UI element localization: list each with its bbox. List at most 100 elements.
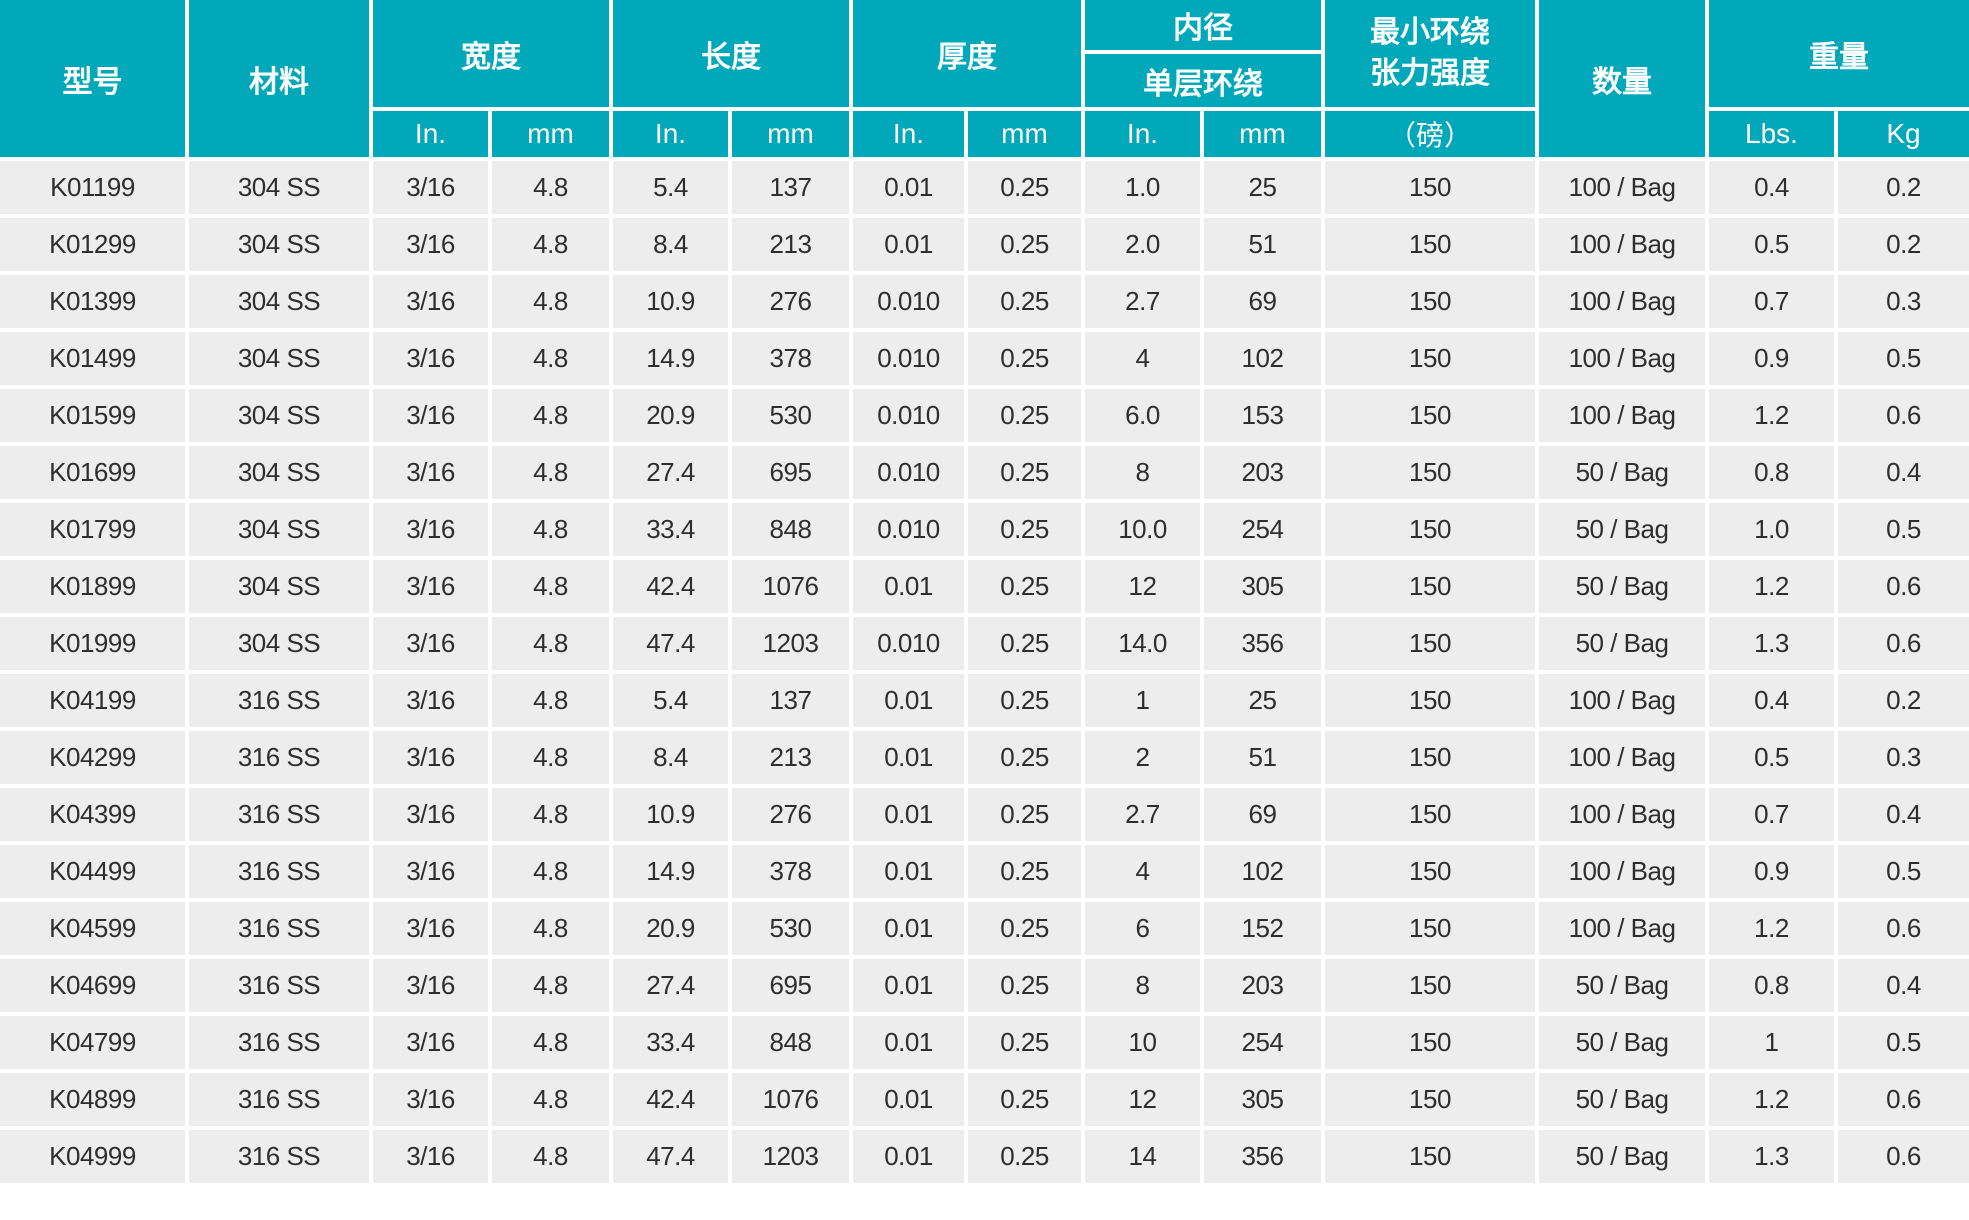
cell-model: K04199 (0, 674, 185, 727)
cell-material: 316 SS (189, 845, 369, 898)
cell-length-in: 14.9 (613, 845, 728, 898)
cell-width-in: 3/16 (373, 389, 488, 442)
cell-thickness-mm: 0.25 (968, 503, 1081, 556)
col-header-model: 型号 (0, 0, 185, 157)
cell-thickness-in: 0.01 (853, 788, 964, 841)
cell-length-in: 27.4 (613, 959, 728, 1012)
cell-model: K04999 (0, 1130, 185, 1183)
cell-weight-kg: 0.2 (1838, 218, 1969, 271)
cell-inner-diameter-mm: 305 (1204, 560, 1321, 613)
cell-inner-diameter-mm: 152 (1204, 902, 1321, 955)
cell-model: K04299 (0, 731, 185, 784)
cell-length-in: 14.9 (613, 332, 728, 385)
cell-thickness-mm: 0.25 (968, 560, 1081, 613)
cell-width-mm: 4.8 (492, 218, 609, 271)
cell-weight-kg: 0.4 (1838, 788, 1969, 841)
cell-length-in: 33.4 (613, 1016, 728, 1069)
cell-inner-diameter-in: 6.0 (1085, 389, 1200, 442)
cell-weight-kg: 0.6 (1838, 1130, 1969, 1183)
cell-length-mm: 378 (732, 845, 849, 898)
col-header-single-layer-wrap: 单层环绕 (1085, 54, 1321, 107)
cell-material: 316 SS (189, 731, 369, 784)
cell-min-tensile: 150 (1325, 788, 1535, 841)
cell-length-in: 8.4 (613, 218, 728, 271)
cell-quantity: 50 / Bag (1539, 617, 1705, 670)
cell-width-mm: 4.8 (492, 845, 609, 898)
cell-material: 316 SS (189, 1130, 369, 1183)
col-header-quantity: 数量 (1539, 0, 1705, 157)
cell-weight-lbs: 1.2 (1709, 902, 1834, 955)
cell-inner-diameter-in: 14.0 (1085, 617, 1200, 670)
cell-width-mm: 4.8 (492, 503, 609, 556)
cell-thickness-in: 0.01 (853, 161, 964, 214)
cell-inner-diameter-mm: 356 (1204, 1130, 1321, 1183)
cell-length-mm: 848 (732, 1016, 849, 1069)
cell-inner-diameter-in: 6 (1085, 902, 1200, 955)
cell-min-tensile: 150 (1325, 1130, 1535, 1183)
cell-length-mm: 530 (732, 902, 849, 955)
cell-width-in: 3/16 (373, 959, 488, 1012)
cell-quantity: 100 / Bag (1539, 161, 1705, 214)
cell-length-in: 33.4 (613, 503, 728, 556)
cell-width-in: 3/16 (373, 503, 488, 556)
cell-inner-diameter-mm: 25 (1204, 161, 1321, 214)
cell-width-in: 3/16 (373, 617, 488, 670)
cell-weight-lbs: 0.7 (1709, 788, 1834, 841)
cell-min-tensile: 150 (1325, 1016, 1535, 1069)
cell-length-in: 5.4 (613, 161, 728, 214)
cell-inner-diameter-in: 12 (1085, 560, 1200, 613)
cell-width-in: 3/16 (373, 560, 488, 613)
col-header-material: 材料 (189, 0, 369, 157)
cell-model: K01699 (0, 446, 185, 499)
cell-length-mm: 137 (732, 161, 849, 214)
cell-quantity: 100 / Bag (1539, 788, 1705, 841)
cell-model: K04799 (0, 1016, 185, 1069)
cell-length-mm: 378 (732, 332, 849, 385)
cell-min-tensile: 150 (1325, 959, 1535, 1012)
cell-inner-diameter-mm: 51 (1204, 731, 1321, 784)
cell-thickness-mm: 0.25 (968, 446, 1081, 499)
subheader-inner-diameter-mm: mm (1204, 111, 1321, 157)
cell-width-in: 3/16 (373, 161, 488, 214)
cell-thickness-in: 0.010 (853, 275, 964, 328)
cell-model: K04399 (0, 788, 185, 841)
cell-width-mm: 4.8 (492, 617, 609, 670)
subheader-length-in: In. (613, 111, 728, 157)
cell-material: 304 SS (189, 275, 369, 328)
table-row: K01999 304 SS 3/16 4.8 47.4 1203 0.010 0… (0, 617, 1969, 670)
cell-thickness-mm: 0.25 (968, 1073, 1081, 1126)
table-row: K04299 316 SS 3/16 4.8 8.4 213 0.01 0.25… (0, 731, 1969, 784)
cell-width-mm: 4.8 (492, 1073, 609, 1126)
cell-min-tensile: 150 (1325, 161, 1535, 214)
cell-length-mm: 213 (732, 218, 849, 271)
cell-length-in: 8.4 (613, 731, 728, 784)
cell-thickness-mm: 0.25 (968, 617, 1081, 670)
cell-inner-diameter-mm: 356 (1204, 617, 1321, 670)
cell-quantity: 100 / Bag (1539, 389, 1705, 442)
table-row: K01499 304 SS 3/16 4.8 14.9 378 0.010 0.… (0, 332, 1969, 385)
cell-quantity: 100 / Bag (1539, 902, 1705, 955)
cell-material: 316 SS (189, 902, 369, 955)
cell-weight-lbs: 0.5 (1709, 218, 1834, 271)
cell-length-in: 47.4 (613, 617, 728, 670)
col-header-thickness: 厚度 (853, 0, 1081, 107)
cell-weight-lbs: 0.4 (1709, 161, 1834, 214)
cell-weight-lbs: 0.9 (1709, 332, 1834, 385)
cell-length-mm: 213 (732, 731, 849, 784)
table-header: 型号 材料 宽度 长度 厚度 内径 最小环绕 张力强度 数量 重量 单层环绕 I… (0, 0, 1969, 157)
cell-weight-kg: 0.6 (1838, 902, 1969, 955)
cell-weight-lbs: 1 (1709, 1016, 1834, 1069)
cell-material: 316 SS (189, 1073, 369, 1126)
cell-width-in: 3/16 (373, 845, 488, 898)
cell-weight-kg: 0.5 (1838, 1016, 1969, 1069)
cell-material: 316 SS (189, 959, 369, 1012)
cell-length-mm: 530 (732, 389, 849, 442)
cell-min-tensile: 150 (1325, 674, 1535, 727)
cell-model: K04899 (0, 1073, 185, 1126)
cell-length-mm: 276 (732, 788, 849, 841)
cell-model: K01199 (0, 161, 185, 214)
table-row: K01899 304 SS 3/16 4.8 42.4 1076 0.01 0.… (0, 560, 1969, 613)
subheader-inner-diameter-in: In. (1085, 111, 1200, 157)
cell-thickness-in: 0.010 (853, 617, 964, 670)
cell-thickness-mm: 0.25 (968, 845, 1081, 898)
